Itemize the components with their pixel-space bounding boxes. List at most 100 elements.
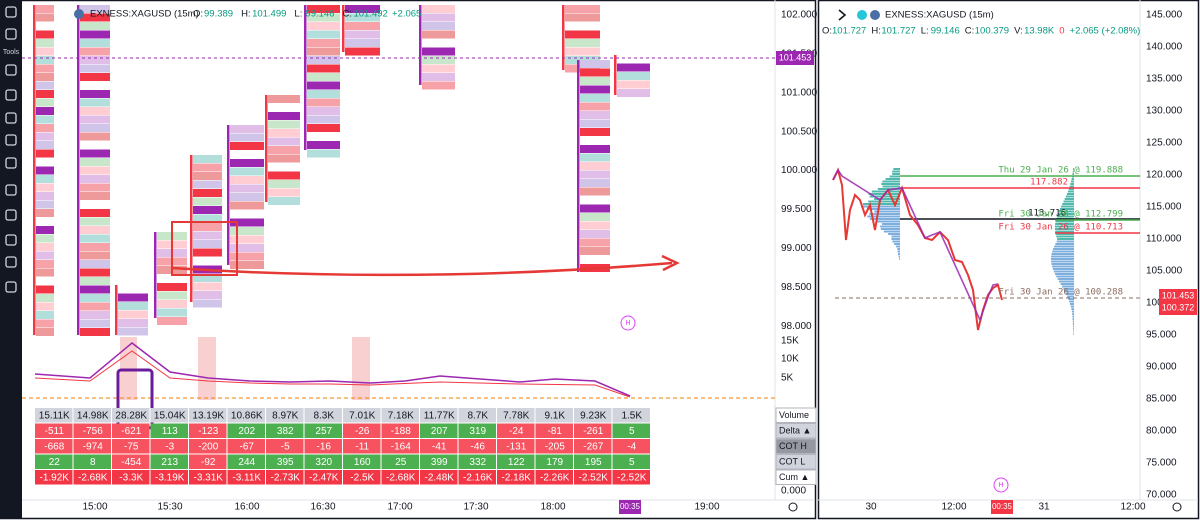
profile-bar (1066, 193, 1074, 195)
event-marker[interactable] (993, 477, 1009, 493)
profile-bar (1072, 323, 1074, 325)
table-cell (535, 439, 573, 454)
footprint-cell (565, 5, 600, 13)
table-value: -3.31K (194, 472, 224, 483)
settings-icon[interactable] (788, 502, 798, 512)
footprint-cell (36, 132, 54, 141)
table-cell (458, 408, 496, 423)
tool-button[interactable] (5, 184, 17, 196)
table-cell (420, 423, 458, 438)
profile-bar (1054, 228, 1074, 230)
footprint-cell (230, 184, 264, 193)
footprint-cell (345, 13, 380, 22)
time-axis-label: 30 (865, 502, 877, 513)
footprint-cell (268, 180, 300, 188)
table-cell (73, 423, 111, 438)
footprint-cell (80, 200, 110, 209)
table-cell (35, 439, 73, 454)
ohlc-label: V: (1014, 26, 1023, 37)
table-cell (574, 408, 612, 423)
footprint-cell (422, 22, 455, 30)
event-marker[interactable] (620, 315, 636, 331)
table-value: -3 (165, 441, 174, 452)
table-value: -621 (121, 426, 141, 437)
profile-bar (1062, 203, 1074, 205)
footprint-bar (342, 5, 345, 52)
profile-bar (897, 248, 900, 250)
tool-button[interactable] (5, 112, 17, 124)
tool-button[interactable] (5, 134, 17, 146)
time-tag: 00:35 (992, 502, 1013, 511)
footprint-cell (580, 111, 610, 119)
table-cell (304, 454, 342, 469)
level-label: 113.716 (1028, 209, 1066, 219)
profile-bar (1055, 233, 1074, 235)
price-axis-label: 80.000 (1146, 426, 1177, 437)
tool-button[interactable] (5, 6, 17, 18)
time-axis-label: 31 (1038, 502, 1050, 513)
table-value: -2.48K (425, 472, 455, 483)
time-axis-label: 15:00 (82, 502, 107, 513)
footprint-cell (580, 77, 610, 85)
table-cell (227, 454, 265, 469)
footprint-bar (562, 5, 565, 70)
price-axis-label: 98.500 (781, 282, 812, 293)
tool-button[interactable] (5, 64, 17, 76)
table-cell (227, 423, 265, 438)
price-tag-bg (1159, 289, 1197, 303)
tool-button[interactable] (5, 89, 17, 101)
footprint-bar (115, 285, 118, 335)
table-value: -756 (83, 426, 103, 437)
footprint-cell (80, 158, 110, 166)
tool-button[interactable] (5, 28, 17, 40)
table-value: -205 (545, 441, 565, 452)
table-cell (574, 439, 612, 454)
table-value: -974 (83, 441, 103, 452)
profile-bar (1056, 215, 1074, 218)
footprint-cell (268, 171, 300, 180)
price-tag: 100.372 (1162, 302, 1195, 312)
footprint-cell (345, 47, 380, 56)
event-marker-label: H (625, 320, 630, 327)
footprint-cell (230, 218, 264, 227)
footprint-cell (118, 310, 148, 319)
price-axis-label: 140.000 (1146, 42, 1183, 53)
time-tag-bg (991, 500, 1013, 514)
symbol-icon (74, 9, 84, 19)
table-cell (35, 423, 73, 438)
time-tag-bg (619, 500, 641, 514)
table-cell (304, 439, 342, 454)
table-cell (381, 439, 419, 454)
price-axis-label: 101.000 (781, 87, 818, 98)
footprint-cell (580, 119, 610, 128)
tool-button[interactable] (5, 234, 17, 246)
footprint-cell (80, 149, 110, 158)
chevron (838, 9, 847, 21)
profile-bar (1070, 303, 1074, 305)
row-label: COT H (779, 441, 807, 451)
table-cell (535, 454, 573, 469)
row-label-bg (775, 438, 817, 454)
table-cell (458, 470, 496, 485)
profile-bar (877, 188, 900, 190)
settings-icon[interactable] (1172, 502, 1182, 512)
row-label-bg (775, 469, 817, 485)
tool-button[interactable] (5, 157, 17, 169)
footprint-cell (268, 129, 300, 137)
time-axis-label: 17:00 (387, 502, 412, 513)
profile-bar (1062, 285, 1074, 288)
tool-button[interactable] (5, 209, 17, 221)
price-axis-label: 100.000 (781, 165, 818, 176)
tool-button[interactable] (5, 256, 17, 268)
price-axis-label: 95.000 (1146, 330, 1177, 341)
footprint-cell (80, 141, 110, 149)
tool-button[interactable] (5, 281, 17, 293)
price-axis-label: 75.000 (1146, 458, 1177, 469)
footprint-cell (230, 167, 264, 176)
footprint-cell (80, 302, 110, 311)
footprint-cell (193, 180, 222, 189)
profile-bar (1072, 173, 1074, 175)
profile-bar (883, 230, 900, 233)
profile-bar (889, 175, 900, 178)
table-cell (381, 470, 419, 485)
